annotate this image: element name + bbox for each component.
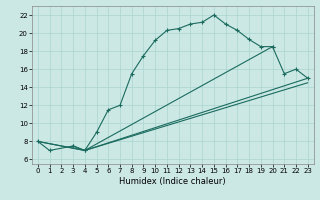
X-axis label: Humidex (Indice chaleur): Humidex (Indice chaleur)	[119, 177, 226, 186]
